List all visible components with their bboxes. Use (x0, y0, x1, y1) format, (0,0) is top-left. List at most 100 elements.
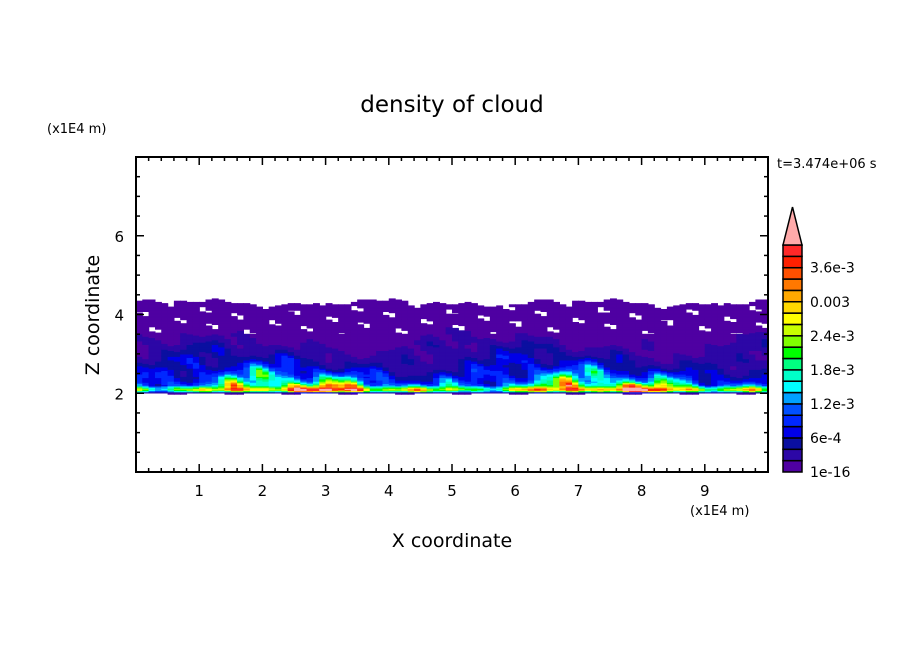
contour-cell (363, 318, 371, 321)
contour-cell (224, 343, 232, 345)
contour-cell (496, 327, 504, 330)
contour-cell (306, 331, 314, 334)
contour-cell (483, 307, 491, 310)
contour-cell (382, 322, 390, 324)
contour-cell (218, 313, 226, 316)
contour-cell (515, 307, 523, 310)
contour-cell (414, 359, 421, 362)
contour-cell (294, 392, 301, 395)
contour-cell (553, 385, 560, 388)
contour-cell (224, 342, 232, 344)
contour-cell (319, 368, 327, 370)
contour-cell (464, 316, 472, 318)
contour-cell (426, 387, 434, 389)
contour-cell (180, 305, 188, 308)
contour-cell (540, 385, 548, 388)
contour-cell (281, 363, 289, 366)
contour-cell (502, 362, 510, 364)
contour-cell (136, 344, 143, 347)
contour-cell (350, 372, 358, 375)
contour-cell (534, 364, 542, 367)
contour-cell (325, 358, 333, 361)
contour-cell (534, 371, 542, 374)
contour-cell (515, 387, 523, 389)
contour-cell (300, 353, 308, 356)
contour-cell (369, 356, 377, 358)
contour-cell (243, 381, 251, 383)
contour-cell (294, 333, 301, 336)
contour-cell (313, 314, 320, 317)
contour-cell (319, 348, 327, 350)
contour-cell (388, 307, 396, 310)
contour-cell (205, 384, 213, 387)
contour-cell (477, 365, 485, 368)
contour-cell (445, 329, 453, 331)
contour-cell (287, 387, 295, 389)
contour-cell (471, 340, 478, 343)
contour-cell (502, 324, 510, 327)
contour-cell (508, 335, 516, 337)
contour-cell (426, 384, 434, 387)
contour-cell (376, 346, 384, 349)
contour-cell (331, 353, 339, 356)
contour-cell (414, 365, 421, 368)
contour-cell (369, 335, 377, 337)
contour-cell (477, 313, 485, 316)
contour-cell (211, 309, 219, 311)
contour-cell (414, 309, 421, 311)
contour-cell (275, 336, 282, 338)
contour-cell (521, 377, 529, 380)
contour-cell (439, 349, 447, 351)
contour-cell (186, 340, 194, 343)
contour-cell (426, 307, 434, 310)
contour-cell (452, 318, 459, 321)
contour-cell (173, 381, 181, 383)
contour-cell (338, 320, 346, 323)
contour-cell (433, 361, 440, 363)
contour-cell (256, 307, 263, 310)
contour-cell (540, 362, 548, 364)
contour-cell (458, 336, 466, 338)
contour-cell (325, 303, 333, 305)
contour-cell (148, 351, 156, 354)
contour-cell (325, 338, 333, 341)
contour-cell (199, 371, 207, 374)
contour-cell (173, 391, 181, 394)
contour-cell (540, 318, 548, 321)
contour-cell (496, 345, 504, 348)
contour-cell (382, 364, 390, 367)
contour-cell (376, 322, 384, 324)
contour-cell (445, 336, 453, 338)
contour-cell (167, 317, 175, 320)
contour-cell (458, 319, 466, 322)
contour-cell (483, 358, 491, 361)
contour-cell (483, 338, 491, 341)
contour-cell (369, 331, 377, 334)
contour-cell (192, 327, 200, 330)
contour-cell (452, 319, 459, 322)
contour-cell (401, 344, 409, 347)
contour-cell (338, 364, 346, 367)
contour-cell (148, 299, 156, 302)
contour-cell (237, 370, 244, 373)
contour-cell (439, 379, 447, 382)
contour-cell (262, 346, 270, 349)
contour-cell (161, 332, 169, 335)
contour-cell (275, 358, 282, 361)
contour-cell (249, 343, 257, 345)
contour-cell (186, 317, 194, 320)
contour-cell (275, 332, 282, 335)
contour-cell (527, 318, 535, 321)
contour-cell (268, 351, 276, 354)
contour-cell (136, 324, 143, 327)
contour-cell (496, 381, 504, 383)
contour-cell (281, 368, 289, 370)
contour-cell (148, 371, 156, 374)
contour-cell (376, 312, 384, 315)
contour-cell (262, 338, 270, 341)
contour-cell (294, 332, 301, 335)
contour-cell (136, 336, 143, 338)
contour-cell (483, 383, 491, 386)
contour-cell (211, 362, 219, 364)
contour-cell (211, 303, 219, 305)
